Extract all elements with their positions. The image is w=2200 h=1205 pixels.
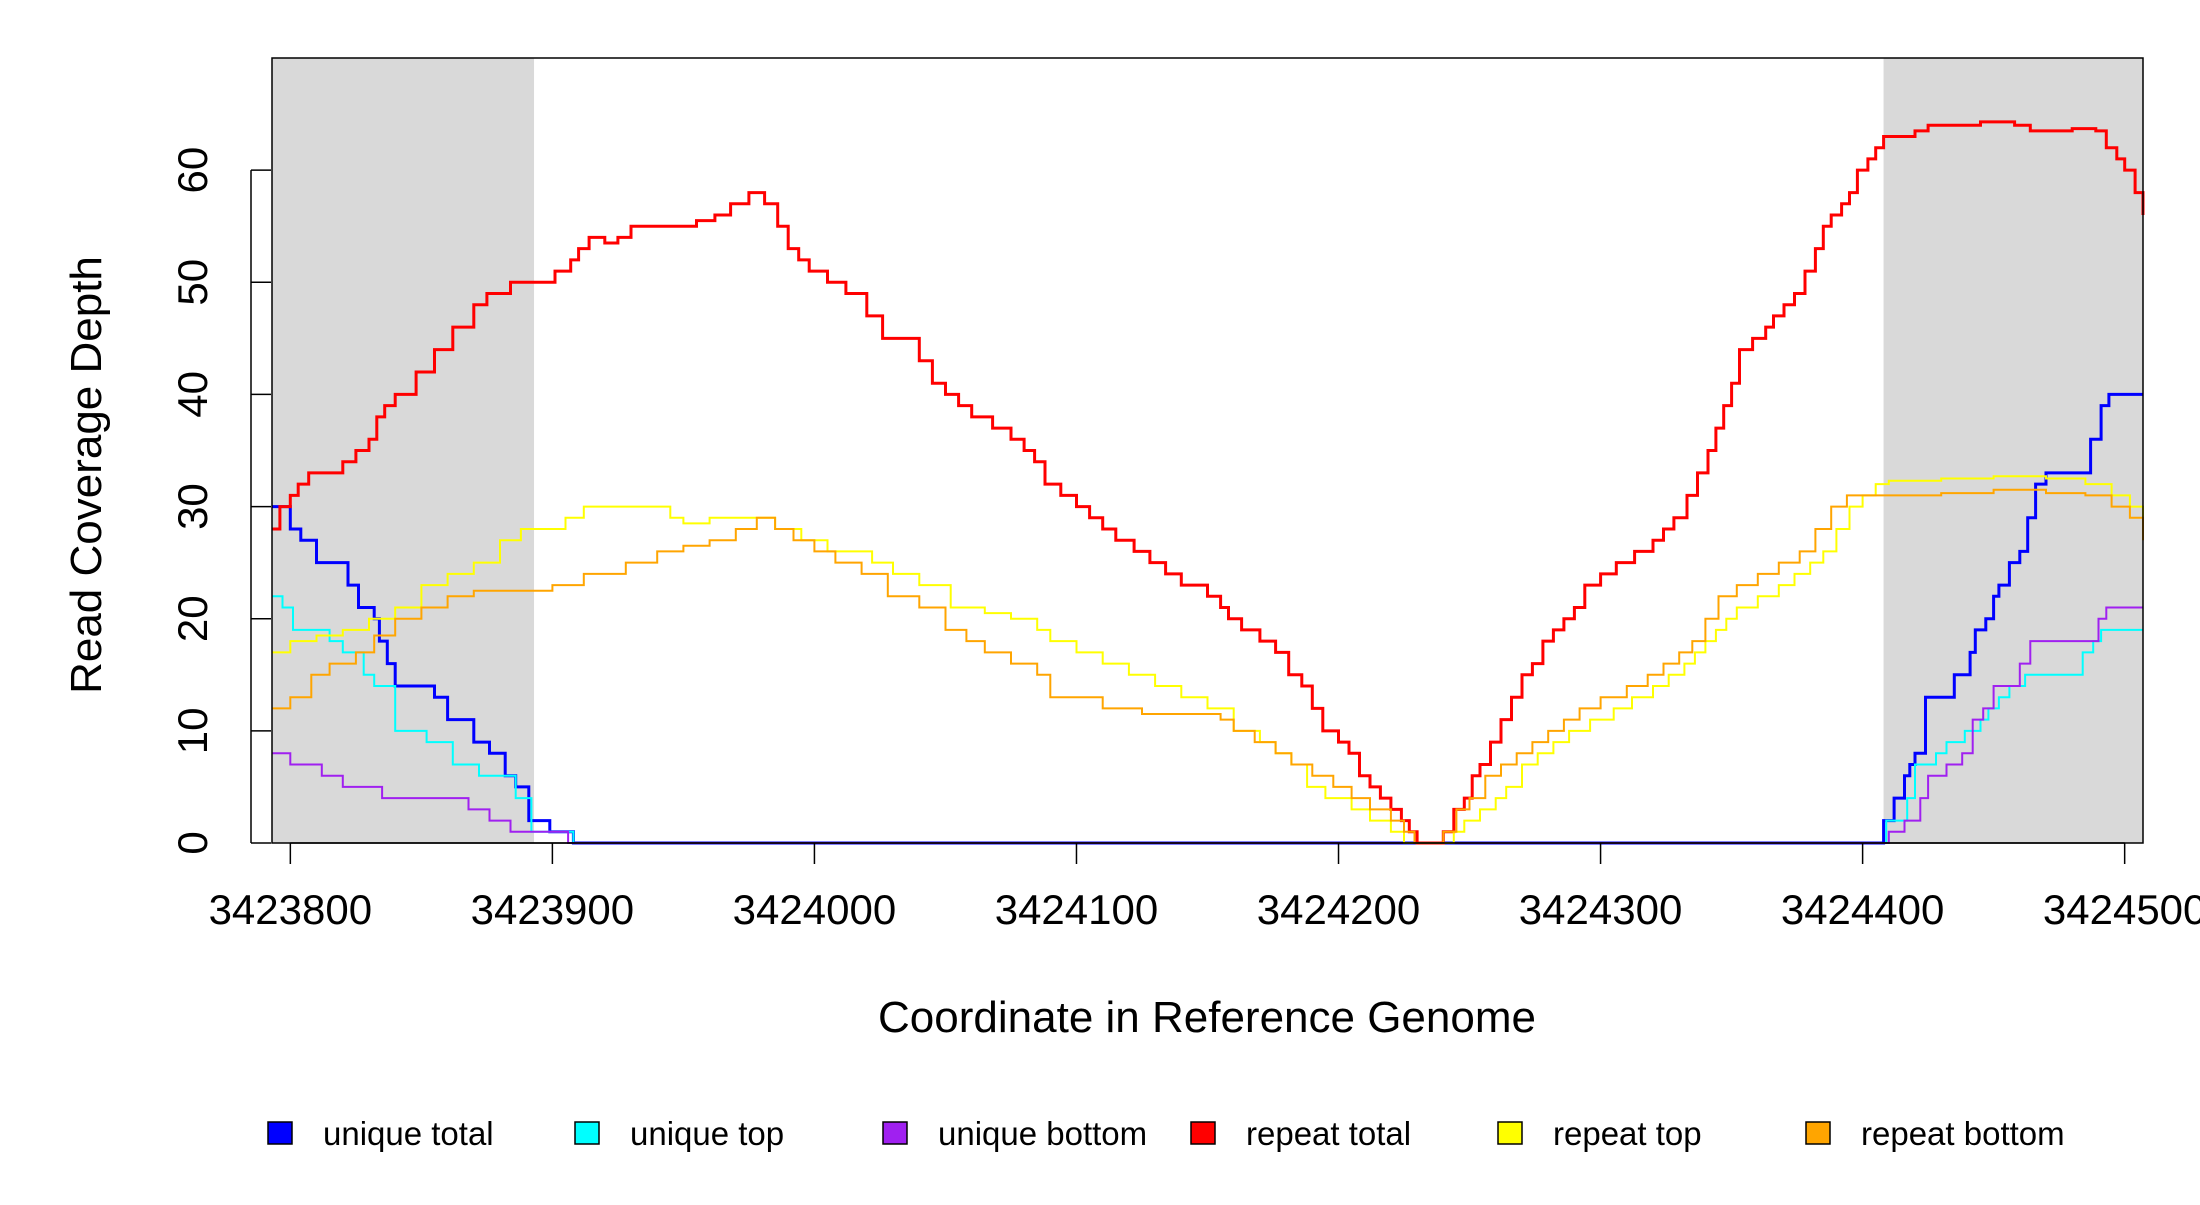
- legend-label: unique bottom: [938, 1115, 1147, 1152]
- series-line-repeat-top: [272, 475, 2144, 844]
- x-tick-label: 3423800: [209, 886, 373, 933]
- series-line-unique-top: [272, 595, 2143, 844]
- legend-swatch: [1497, 1121, 1523, 1145]
- plot-frame: [271, 57, 2144, 844]
- legend-swatch: [1190, 1121, 1216, 1145]
- y-tick-label: 60: [169, 147, 216, 194]
- legend-item-unique-bottom: unique bottom: [882, 1115, 1147, 1152]
- legend-swatch: [267, 1121, 293, 1145]
- series-line-unique-total: [272, 392, 2143, 845]
- x-axis: 3423800 3423900 3424000 3424100 3424200 34243…: [209, 842, 2200, 933]
- x-tick-label: 3424300: [1519, 886, 1683, 933]
- x-tick-label: 3424500: [2043, 886, 2200, 933]
- x-tick-label: 3423900: [471, 886, 635, 933]
- series-lines: [272, 120, 2145, 845]
- legend-swatch: [574, 1121, 600, 1145]
- y-tick-label: 0: [169, 831, 216, 854]
- y-tick-label: 50: [169, 259, 216, 306]
- y-tick-label: 40: [169, 371, 216, 418]
- shaded-region-0: [272, 58, 535, 843]
- legend-item-unique-top: unique top: [574, 1115, 784, 1152]
- series-line-unique-bottom: [272, 606, 2143, 844]
- legend-label: repeat total: [1246, 1115, 1411, 1152]
- shaded-region-1: [1883, 58, 2143, 843]
- series-line-repeat-total: [272, 120, 2145, 845]
- x-axis-label: Coordinate in Reference Genome: [878, 993, 1536, 1042]
- y-tick-label: 30: [169, 483, 216, 530]
- legend-swatch: [882, 1121, 908, 1145]
- y-axis: 0 10 20 30 40 50 60: [169, 147, 271, 855]
- legend-item-repeat-bottom: repeat bottom: [1805, 1115, 2065, 1152]
- series-line-repeat-bottom: [272, 488, 2144, 844]
- legend-label: unique top: [630, 1115, 784, 1152]
- legend-item-unique-total: unique total: [267, 1115, 494, 1152]
- legend-item-repeat-top: repeat top: [1497, 1115, 1702, 1152]
- legend-label: repeat top: [1553, 1115, 1702, 1152]
- legend-swatch: [1805, 1121, 1831, 1145]
- legend-item-repeat-total: repeat total: [1190, 1115, 1411, 1152]
- y-tick-label: 20: [169, 595, 216, 642]
- y-axis-label: Read Coverage Depth: [62, 256, 111, 694]
- legend: unique total unique top unique bottom repea…: [267, 1115, 2065, 1152]
- shaded-regions: [272, 58, 2143, 843]
- legend-label: unique total: [323, 1115, 494, 1152]
- x-tick-label: 3424000: [733, 886, 897, 933]
- x-tick-label: 3424200: [1257, 886, 1421, 933]
- x-tick-label: 3424100: [995, 886, 1159, 933]
- x-tick-label: 3424400: [1781, 886, 1945, 933]
- legend-label: repeat bottom: [1861, 1115, 2065, 1152]
- y-tick-label: 10: [169, 707, 216, 754]
